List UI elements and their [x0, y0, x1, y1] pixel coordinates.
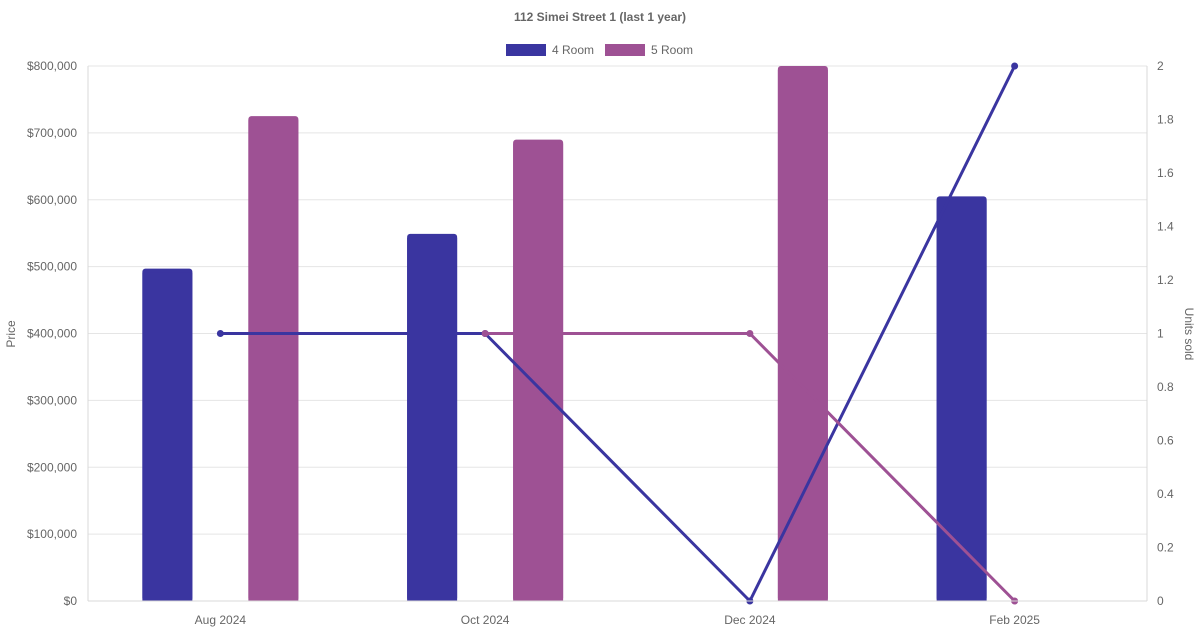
legend-label: 4 Room — [552, 43, 594, 57]
line-point — [216, 330, 224, 337]
bar-fill — [142, 272, 193, 601]
y-right-tick-label: 1.6 — [1157, 166, 1174, 180]
lines — [216, 62, 1019, 605]
x-tick-label: Aug 2024 — [195, 613, 247, 627]
y-right-tick-label: 0.2 — [1157, 541, 1174, 555]
y-left-tick-label: $600,000 — [27, 193, 77, 207]
y-axis-right: 0 0.2 0.4 0.6 0.8 1 1.2 1.4 1.6 1.8 2 — [1146, 59, 1174, 608]
y-left-tick-label: $300,000 — [27, 393, 77, 407]
bar-fill — [407, 237, 458, 601]
y-right-tick-label: 0.4 — [1157, 487, 1174, 501]
legend-label: 5 Room — [651, 43, 693, 57]
y-left-tick-label: $500,000 — [27, 260, 77, 274]
bar-fill — [248, 120, 299, 601]
chart-title: 112 Simei Street 1 (last 1 year) — [514, 10, 686, 24]
y-left-tick-label: $0 — [64, 594, 78, 608]
line-point — [481, 330, 489, 337]
y-right-tick-label: 1.4 — [1157, 220, 1174, 234]
y-left-tick-label: $700,000 — [27, 126, 77, 140]
y-right-tick-label: 1.8 — [1157, 113, 1174, 127]
x-tick-label: Dec 2024 — [724, 613, 776, 627]
legend: 4 Room 5 Room — [506, 43, 693, 57]
x-axis: Aug 2024 Oct 2024 Dec 2024 Feb 2025 — [88, 600, 1147, 627]
y-right-tick-label: 0.6 — [1157, 434, 1174, 448]
bar-fill — [936, 200, 987, 601]
legend-swatch — [506, 44, 546, 56]
y-right-tick-label: 0 — [1157, 594, 1164, 608]
line-point — [1011, 62, 1019, 70]
x-tick-label: Feb 2025 — [989, 613, 1040, 627]
legend-swatch — [605, 44, 645, 56]
y-left-tick-label: $400,000 — [27, 327, 77, 341]
line-4-room — [220, 65, 1016, 603]
bars — [142, 66, 987, 601]
line-point — [746, 330, 754, 337]
y-right-tick-label: 1 — [1157, 327, 1164, 341]
x-tick-label: Oct 2024 — [461, 613, 510, 627]
y-left-tick-label: $200,000 — [27, 460, 77, 474]
y-right-tick-label: 2 — [1157, 59, 1164, 73]
bar-fill — [513, 143, 564, 601]
y-right-tick-label: 1.2 — [1157, 273, 1174, 287]
y-right-tick-label: 0.8 — [1157, 380, 1174, 394]
bar-fill — [777, 70, 828, 601]
y-axis-left-title: Price — [4, 320, 18, 348]
y-left-tick-label: $800,000 — [27, 59, 77, 73]
y-left-tick-label: $100,000 — [27, 527, 77, 541]
y-axis-right-title: Units sold — [1182, 308, 1196, 361]
y-axis-left: $0 $100,000 $200,000 $300,000 $400,000 $500,0… — [27, 59, 89, 608]
